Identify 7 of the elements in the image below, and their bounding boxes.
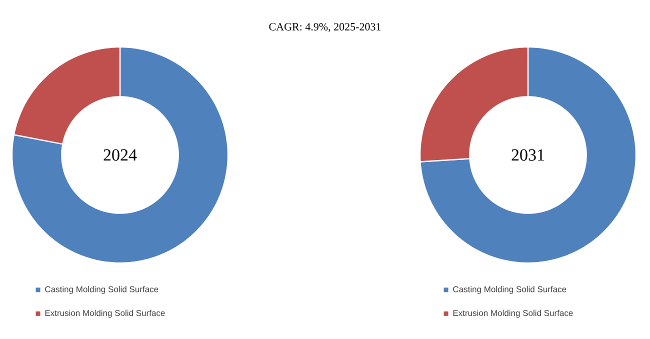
text: 2031 (512, 149, 544, 161)
text: CAGR: 4.9%, 2025-2031 (269, 23, 381, 32)
text: 2024 (104, 149, 137, 161)
legend-label: Casting Molding Solid Surface (45, 286, 158, 294)
legend-label: Extrusion Molding Solid Surface (453, 310, 573, 318)
legend-label: Casting Molding Solid Surface (453, 286, 566, 294)
legend-label: Extrusion Molding Solid Surface (45, 310, 165, 318)
